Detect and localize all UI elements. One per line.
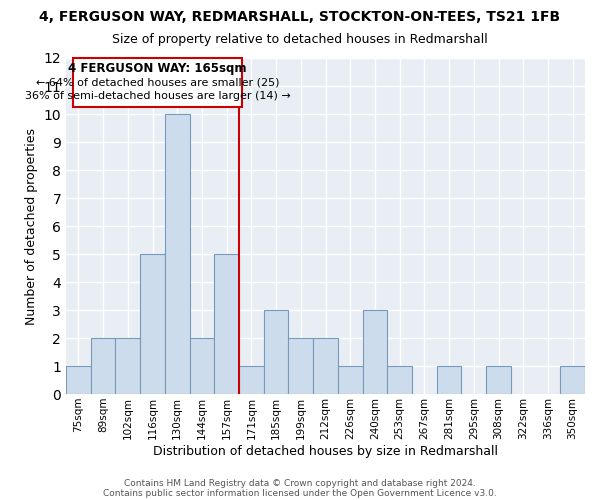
Bar [190, 338, 214, 394]
Bar [313, 338, 338, 394]
X-axis label: Distribution of detached houses by size in Redmarshall: Distribution of detached houses by size … [153, 444, 498, 458]
Bar [338, 366, 362, 394]
Bar [387, 366, 412, 394]
Bar [362, 310, 387, 394]
Bar [115, 338, 140, 394]
Bar [140, 254, 165, 394]
Bar [239, 366, 264, 394]
Text: Contains public sector information licensed under the Open Government Licence v3: Contains public sector information licen… [103, 488, 497, 498]
Bar [66, 366, 91, 394]
Bar [214, 254, 239, 394]
Text: Contains HM Land Registry data © Crown copyright and database right 2024.: Contains HM Land Registry data © Crown c… [124, 478, 476, 488]
Text: Size of property relative to detached houses in Redmarshall: Size of property relative to detached ho… [112, 32, 488, 46]
Y-axis label: Number of detached properties: Number of detached properties [25, 128, 38, 324]
Text: ← 64% of detached houses are smaller (25): ← 64% of detached houses are smaller (25… [35, 78, 279, 88]
Bar [560, 366, 585, 394]
Text: 4, FERGUSON WAY, REDMARSHALL, STOCKTON-ON-TEES, TS21 1FB: 4, FERGUSON WAY, REDMARSHALL, STOCKTON-O… [40, 10, 560, 24]
Bar [165, 114, 190, 394]
FancyBboxPatch shape [73, 58, 242, 106]
Text: 36% of semi-detached houses are larger (14) →: 36% of semi-detached houses are larger (… [25, 91, 290, 101]
Bar [289, 338, 313, 394]
Bar [264, 310, 289, 394]
Bar [486, 366, 511, 394]
Bar [437, 366, 461, 394]
Text: 4 FERGUSON WAY: 165sqm: 4 FERGUSON WAY: 165sqm [68, 62, 247, 75]
Bar [91, 338, 115, 394]
